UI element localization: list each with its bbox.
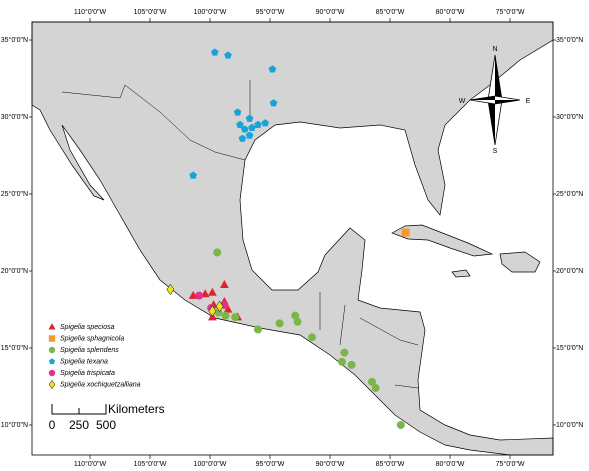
east-label: E [526, 98, 531, 105]
x-tick-label-bottom: 110°0'0"W [74, 460, 107, 468]
y-tick-label-right: 25°0'0"N [556, 190, 583, 198]
legend-marker [48, 335, 56, 342]
x-tick-label-top: 75°0'0"W [496, 8, 525, 16]
y-tick-label-left: 20°0'0"N [1, 267, 28, 275]
point [231, 313, 240, 322]
legend-label: Spigelia texana [60, 358, 108, 365]
y-tick-label-right: 10°0'0"N [556, 421, 583, 429]
north-arrow: N S W E [459, 46, 531, 155]
x-tick-label-top: 105°0'0"W [134, 8, 167, 16]
point [254, 120, 262, 128]
point [368, 377, 377, 386]
point [215, 300, 224, 313]
legend-label: Spigelia sphagnicola [60, 335, 124, 342]
hispaniola [499, 251, 541, 273]
north-america [31, 21, 554, 456]
y-tick-label-right: 15°0'0"N [556, 344, 583, 352]
x-tick-label-top: 85°0'0"W [376, 8, 405, 16]
point [269, 99, 278, 107]
point [338, 357, 347, 366]
arrow-ew-fill [470, 96, 520, 104]
scale-tick-label: 250 [69, 418, 89, 432]
legend-label: Spigelia speciosa [60, 324, 115, 331]
point [371, 384, 380, 393]
point [166, 283, 175, 296]
legend-marker [48, 379, 56, 390]
point [233, 108, 242, 116]
x-tick-label-bottom: 90°0'0"W [316, 460, 345, 468]
point [248, 123, 256, 132]
point [268, 65, 277, 73]
point [291, 311, 300, 320]
y-tick-label-right: 30°0'0"N [556, 113, 583, 121]
point [340, 348, 349, 357]
west-label: W [459, 98, 466, 105]
x-tick-label-top: 90°0'0"W [316, 8, 345, 16]
point [238, 134, 247, 142]
x-tick-label-top: 100°0'0"W [194, 8, 227, 16]
x-tick-label-bottom: 100°0'0"W [194, 460, 227, 468]
scale-tick-label: 500 [96, 418, 116, 432]
point [308, 333, 317, 342]
land [31, 21, 554, 456]
y-tick-label-left: 15°0'0"N [1, 344, 28, 352]
x-tick-label-bottom: 80°0'0"W [436, 460, 465, 468]
point [195, 291, 204, 300]
point [189, 171, 197, 179]
y-tick-label-left: 35°0'0"N [1, 36, 28, 44]
x-tick-label-bottom: 95°0'0"W [256, 460, 285, 468]
y-tick-label-right: 20°0'0"N [556, 267, 583, 275]
point [275, 319, 284, 328]
point [347, 360, 356, 369]
x-tick-label-bottom: 105°0'0"W [134, 460, 167, 468]
point [207, 287, 217, 296]
cuba [391, 224, 494, 257]
point [293, 317, 302, 326]
point [396, 420, 405, 429]
legend-marker [48, 323, 56, 330]
scale-bar: Kilometers 0 250 500 [49, 402, 165, 432]
x-tick-label-bottom: 75°0'0"W [496, 460, 525, 468]
map-frame [31, 21, 554, 456]
y-tick-label-right: 35°0'0"N [556, 36, 583, 44]
border [61, 80, 419, 389]
legend-marker [48, 346, 56, 354]
south-label: S [493, 148, 498, 155]
x-tick-label-bottom: 85°0'0"W [376, 460, 405, 468]
scale-unit: Kilometers [108, 402, 165, 416]
point [245, 114, 254, 122]
point [223, 304, 233, 313]
point [219, 280, 229, 289]
point [245, 131, 254, 139]
legend-marker [48, 358, 56, 365]
legend-label: Spigelia trispicata [60, 370, 115, 377]
y-tick-label-left: 25°0'0"N [1, 190, 28, 198]
point [210, 48, 219, 56]
point [221, 311, 230, 320]
point [253, 325, 262, 334]
north-label: N [492, 46, 497, 53]
point [401, 228, 410, 237]
y-tick-label-left: 30°0'0"N [1, 113, 28, 121]
x-tick-label-top: 110°0'0"W [74, 8, 107, 16]
x-tick-label-top: 80°0'0"W [436, 8, 465, 16]
y-tick-label-left: 10°0'0"N [1, 421, 28, 429]
legend-label: Spigelia splendens [60, 347, 119, 354]
point [261, 119, 270, 127]
point [213, 248, 222, 257]
legend-label: Spigelia xochiquetzalliana [60, 381, 141, 388]
legend-marker [48, 369, 56, 377]
jamaica [451, 269, 471, 278]
scale-tick-label: 0 [49, 418, 56, 432]
point [236, 120, 244, 128]
x-tick-label-top: 95°0'0"W [256, 8, 285, 16]
point [224, 51, 232, 59]
legend: Spigelia speciosa Spigelia sphagnicola Spi… [48, 323, 141, 390]
point [240, 125, 249, 133]
point [208, 305, 217, 317]
